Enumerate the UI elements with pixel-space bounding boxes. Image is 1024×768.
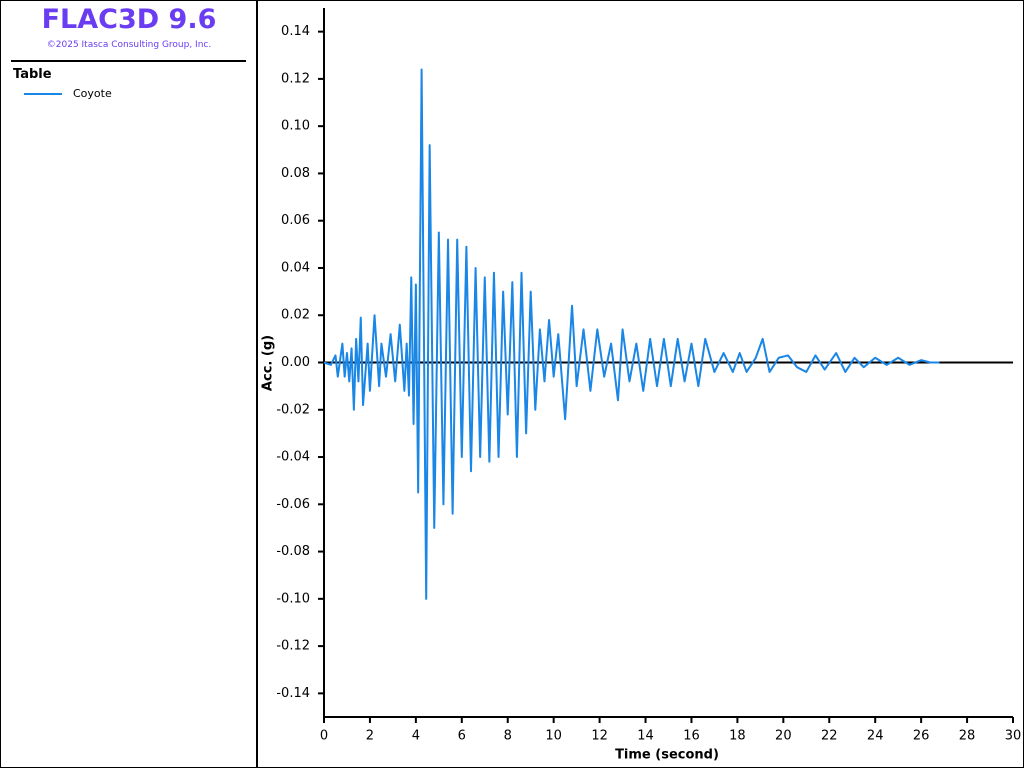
- y-tick-label: -0.12: [276, 639, 310, 654]
- y-tick-label: 0.02: [281, 308, 310, 323]
- x-tick-label: 18: [729, 729, 746, 744]
- x-tick-label: 2: [366, 729, 374, 744]
- y-tick-label: 0.00: [281, 355, 310, 370]
- x-tick-label: 22: [821, 729, 838, 744]
- side-panel: FLAC3D 9.6 ©2025 Itasca Consulting Group…: [1, 1, 258, 767]
- app-title: FLAC3D 9.6: [41, 4, 217, 35]
- y-tick-label: -0.04: [276, 450, 310, 465]
- y-tick-label: -0.08: [276, 544, 310, 559]
- x-tick-label: 28: [959, 729, 976, 744]
- x-tick-label: 24: [867, 729, 884, 744]
- y-tick-label: -0.06: [276, 497, 310, 512]
- x-tick-label: 20: [775, 729, 792, 744]
- y-axis-label: Acc. (g): [261, 335, 276, 391]
- x-tick-label: 12: [591, 729, 608, 744]
- x-tick-label: 0: [320, 729, 328, 744]
- y-tick-label: 0.08: [281, 166, 310, 181]
- divider: [11, 60, 246, 62]
- y-tick-label: 0.10: [281, 119, 310, 134]
- y-tick-label: 0.06: [281, 213, 310, 228]
- y-tick-label: -0.14: [276, 686, 310, 701]
- y-tick-label: -0.02: [276, 402, 310, 417]
- x-axis-label: Time (second): [615, 748, 719, 763]
- chart: Acc. (g) Time (second) 0.14 0.12 0.10 0.08 0…: [261, 8, 1022, 763]
- x-tick-label: 16: [683, 729, 700, 744]
- x-tick-label: 8: [504, 729, 512, 744]
- x-tick-label: 30: [1005, 729, 1022, 744]
- x-tick-label: 6: [458, 729, 466, 744]
- legend-label: Coyote: [73, 87, 112, 100]
- x-tick-label: 4: [412, 729, 420, 744]
- copyright: ©2025 Itasca Consulting Group, Inc.: [46, 40, 212, 50]
- y-tick-label: 0.14: [281, 24, 310, 39]
- y-tick-label: 0.12: [281, 71, 310, 86]
- series-line: [323, 68, 940, 600]
- x-tick-label: 10: [545, 729, 562, 744]
- y-tick-label: -0.10: [276, 591, 310, 606]
- y-tick-label: 0.04: [281, 260, 310, 275]
- legend-swatch: [24, 93, 62, 95]
- x-tick-label: 26: [913, 729, 930, 744]
- legend-title: Table: [13, 67, 52, 82]
- x-tick-label: 14: [637, 729, 654, 744]
